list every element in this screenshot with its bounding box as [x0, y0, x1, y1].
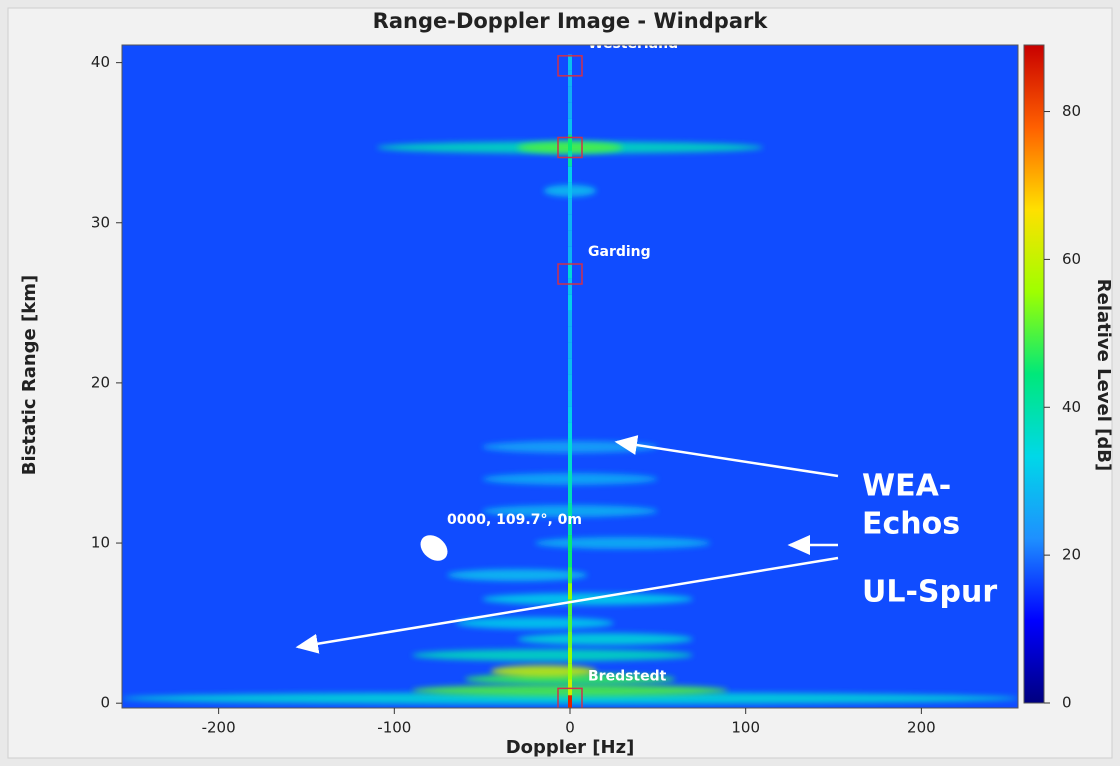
- echo: [534, 537, 711, 550]
- x-axis-label: Doppler [Hz]: [506, 737, 635, 758]
- zero-doppler-ridge: [568, 615, 572, 632]
- zero-doppler-ridge: [568, 54, 572, 71]
- annotation-arrows: [295, 435, 839, 654]
- echo: [411, 649, 693, 662]
- target-box: [557, 687, 583, 708]
- annotation: Echos: [862, 507, 960, 542]
- zero-doppler-ridge: [568, 326, 572, 343]
- arrow: [295, 556, 839, 654]
- target-box: [557, 263, 583, 285]
- echo: [455, 617, 614, 630]
- zero-doppler-ridge: [568, 647, 572, 664]
- y-tick-label: 0: [100, 694, 110, 712]
- target-label: Bredstedt: [588, 668, 667, 684]
- zero-doppler-ridge: [568, 422, 572, 439]
- zero-doppler-ridge: [568, 599, 572, 616]
- y-tick-label: 10: [91, 534, 110, 552]
- cursor-label: 0000, 109.7°, 0m: [447, 512, 582, 528]
- x-tick-label: 200: [907, 719, 936, 737]
- zero-doppler-ridge: [568, 86, 572, 103]
- target-label: Westerland: [588, 36, 678, 52]
- colorbar-tick-label: 0: [1062, 694, 1072, 712]
- zero-doppler-ridge: [568, 374, 572, 391]
- echo: [447, 569, 588, 582]
- zero-doppler-ridge: [568, 246, 572, 263]
- zero-doppler-ridge: [568, 567, 572, 584]
- x-tick-label: -200: [202, 719, 236, 737]
- colorbar-tick-label: 20: [1062, 546, 1081, 564]
- zero-doppler-ridge: [568, 519, 572, 536]
- arrow: [614, 435, 839, 478]
- annotation: UL-Spur: [862, 575, 997, 610]
- y-tick-label: 20: [91, 373, 110, 391]
- x-tick-label: 100: [731, 719, 760, 737]
- zero-doppler-ridge: [568, 487, 572, 504]
- zero-doppler-ridge: [568, 70, 572, 87]
- zero-doppler-ridge: [568, 198, 572, 215]
- zero-doppler-ridge: [568, 535, 572, 552]
- colorbar-label: Relative Level [dB]: [1093, 279, 1114, 471]
- zero-doppler-ridge: [568, 262, 572, 279]
- zero-doppler-ridge: [568, 214, 572, 231]
- zero-doppler-ridge: [568, 438, 572, 455]
- zero-doppler-ridge: [568, 679, 572, 696]
- target-box: [557, 136, 583, 159]
- cursor-marker: [420, 535, 448, 561]
- zero-doppler-ridge: [568, 310, 572, 327]
- zero-doppler-ridge: [568, 470, 572, 487]
- zero-doppler-ridge: [568, 631, 572, 648]
- zero-doppler-ridge: [568, 182, 572, 199]
- colorbar-tick-label: 40: [1062, 398, 1081, 416]
- zero-doppler-ridge: [568, 390, 572, 407]
- y-tick-label: 30: [91, 213, 110, 231]
- zero-doppler-ridge: [568, 583, 572, 600]
- zero-doppler-ridge: [568, 230, 572, 247]
- y-tick-label: 40: [91, 53, 110, 71]
- annotation: WEA-: [862, 469, 951, 504]
- zero-doppler-ridge: [568, 342, 572, 359]
- colorbar-tick-label: 80: [1062, 102, 1081, 120]
- zero-doppler-ridge: [568, 294, 572, 311]
- chart-title: Range-Doppler Image - Windpark: [373, 9, 769, 33]
- zero-doppler-ridge: [568, 551, 572, 568]
- zero-doppler-ridge: [568, 358, 572, 375]
- zero-doppler-ridge: [568, 118, 572, 135]
- zero-doppler-ridge: [568, 166, 572, 183]
- colorbar-tick-label: 60: [1062, 250, 1081, 268]
- zero-doppler-ridge: [568, 278, 572, 295]
- echo: [517, 633, 693, 646]
- y-axis-label: Bistatic Range [km]: [19, 275, 40, 475]
- plot-area: Westerland Garding Bredstedt: [122, 36, 1018, 708]
- colorbar: [1023, 44, 1045, 704]
- zero-doppler-ridge: [568, 150, 572, 167]
- x-tick-label: 0: [565, 719, 575, 737]
- target-box: [557, 55, 583, 77]
- zero-doppler-ridge: [568, 503, 572, 520]
- zero-doppler-ridge: [568, 406, 572, 423]
- echo: [490, 665, 597, 678]
- target-label: Garding: [588, 244, 651, 260]
- zero-doppler-ridge: [568, 102, 572, 119]
- zero-doppler-ridge: [568, 134, 572, 151]
- x-tick-label: -100: [377, 719, 411, 737]
- zero-doppler-ridge: [568, 454, 572, 471]
- zero-doppler-ridge: [568, 663, 572, 680]
- zero-doppler-ridge: [568, 695, 572, 708]
